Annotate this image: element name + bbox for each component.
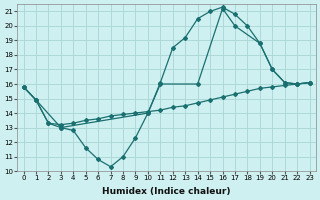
X-axis label: Humidex (Indice chaleur): Humidex (Indice chaleur) (102, 187, 231, 196)
